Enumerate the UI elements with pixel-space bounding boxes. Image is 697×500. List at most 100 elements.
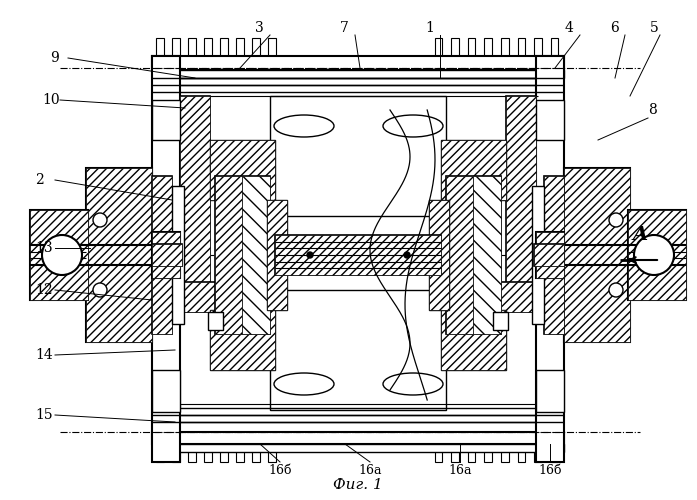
Bar bbox=[242, 176, 270, 334]
Bar bbox=[152, 56, 180, 462]
Bar bbox=[434, 444, 442, 462]
Bar bbox=[518, 38, 525, 56]
Text: 2: 2 bbox=[35, 173, 44, 187]
Bar bbox=[518, 444, 525, 462]
Bar bbox=[210, 310, 275, 370]
Bar bbox=[429, 200, 449, 310]
Text: 16а: 16а bbox=[358, 464, 382, 476]
Circle shape bbox=[609, 283, 623, 297]
Bar bbox=[152, 70, 564, 78]
Bar bbox=[252, 444, 259, 462]
Text: 7: 7 bbox=[340, 21, 349, 35]
Bar bbox=[152, 100, 180, 140]
Bar bbox=[30, 210, 88, 300]
Bar bbox=[441, 310, 506, 370]
Ellipse shape bbox=[274, 373, 334, 395]
Bar bbox=[446, 282, 536, 312]
Text: 4: 4 bbox=[565, 21, 574, 35]
Bar bbox=[267, 200, 287, 310]
Bar bbox=[451, 38, 459, 56]
Bar bbox=[535, 444, 542, 462]
Bar bbox=[30, 210, 88, 300]
Bar bbox=[172, 444, 180, 462]
Bar bbox=[156, 38, 164, 56]
Bar bbox=[536, 232, 564, 278]
Bar bbox=[270, 290, 446, 410]
Bar bbox=[180, 282, 270, 312]
Text: 13: 13 bbox=[35, 241, 53, 255]
Text: 14: 14 bbox=[35, 348, 53, 362]
Bar bbox=[534, 244, 564, 266]
Bar bbox=[441, 140, 506, 200]
Bar bbox=[236, 444, 243, 462]
Bar bbox=[446, 282, 536, 312]
Bar bbox=[551, 444, 558, 462]
Bar bbox=[220, 38, 228, 56]
Bar bbox=[180, 96, 210, 292]
Ellipse shape bbox=[383, 373, 443, 395]
Bar bbox=[210, 310, 275, 370]
Bar bbox=[152, 444, 564, 452]
Circle shape bbox=[404, 252, 410, 258]
Text: 9: 9 bbox=[50, 51, 59, 65]
Bar bbox=[451, 444, 459, 462]
Bar bbox=[188, 38, 196, 56]
Bar bbox=[215, 176, 270, 334]
Bar bbox=[172, 38, 180, 56]
Ellipse shape bbox=[274, 115, 334, 137]
Bar bbox=[152, 244, 182, 266]
Circle shape bbox=[93, 213, 107, 227]
Text: 16б: 16б bbox=[268, 464, 292, 476]
Text: 3: 3 bbox=[255, 21, 263, 35]
Ellipse shape bbox=[383, 115, 443, 137]
Bar bbox=[484, 38, 492, 56]
Bar bbox=[152, 232, 180, 278]
Text: Фиг. 1: Фиг. 1 bbox=[333, 478, 383, 492]
Circle shape bbox=[634, 235, 674, 275]
Bar bbox=[208, 312, 223, 330]
Text: 16б: 16б bbox=[538, 464, 562, 476]
Bar bbox=[532, 186, 544, 324]
Bar bbox=[501, 38, 509, 56]
Bar bbox=[536, 232, 564, 278]
Text: A: A bbox=[632, 226, 648, 244]
Bar bbox=[210, 140, 275, 200]
Text: 6: 6 bbox=[610, 21, 619, 35]
Text: 1: 1 bbox=[425, 21, 434, 35]
Bar bbox=[446, 176, 501, 334]
Bar bbox=[220, 444, 228, 462]
Bar bbox=[204, 444, 212, 462]
Bar bbox=[501, 444, 509, 462]
Bar bbox=[268, 38, 275, 56]
Bar bbox=[564, 168, 630, 342]
Bar bbox=[536, 370, 564, 412]
Bar bbox=[468, 38, 475, 56]
Bar bbox=[534, 244, 564, 266]
Bar bbox=[473, 176, 501, 334]
Text: 12: 12 bbox=[35, 283, 53, 297]
Bar bbox=[536, 56, 564, 462]
Bar bbox=[204, 38, 212, 56]
Bar bbox=[468, 444, 475, 462]
Circle shape bbox=[307, 252, 313, 258]
Circle shape bbox=[609, 213, 623, 227]
Bar bbox=[152, 232, 180, 278]
Bar bbox=[551, 38, 558, 56]
Bar bbox=[152, 56, 564, 70]
Bar bbox=[180, 282, 270, 312]
Bar bbox=[493, 312, 508, 330]
Bar bbox=[564, 168, 630, 342]
Bar bbox=[441, 310, 506, 370]
Text: 8: 8 bbox=[648, 103, 657, 117]
Bar bbox=[446, 176, 473, 334]
Bar bbox=[268, 444, 275, 462]
Bar bbox=[86, 168, 152, 342]
Text: 15: 15 bbox=[35, 408, 53, 422]
Bar bbox=[535, 38, 542, 56]
Bar bbox=[188, 444, 196, 462]
Circle shape bbox=[93, 283, 107, 297]
Bar bbox=[152, 432, 564, 444]
Bar bbox=[172, 186, 184, 324]
Bar bbox=[429, 200, 449, 310]
Bar bbox=[252, 38, 259, 56]
